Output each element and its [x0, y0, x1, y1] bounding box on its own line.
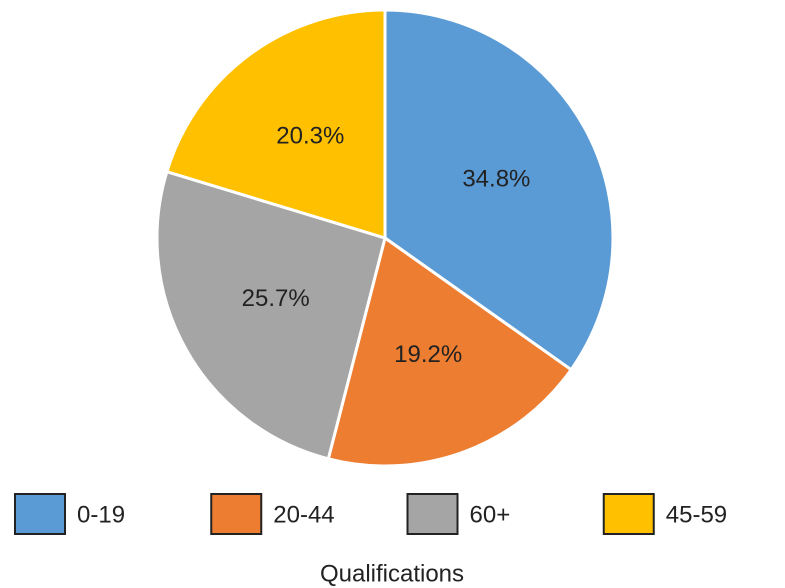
legend-label: 20-44 [273, 501, 334, 528]
legend-swatch [14, 493, 66, 535]
legend-swatch [602, 493, 655, 535]
legend-swatch [406, 493, 459, 535]
pie-slice [164, 8, 387, 241]
legend-label: 60+ [470, 501, 511, 528]
legend-swatch [210, 493, 263, 535]
legend-label: 0-19 [77, 501, 125, 528]
data-label: 19.2% [394, 341, 462, 368]
data-label: 20.3% [276, 123, 344, 150]
chart-title: Qualifications [320, 560, 464, 587]
data-label: 34.8% [462, 166, 530, 193]
pie-slice [155, 169, 387, 461]
pie-slice [326, 235, 574, 468]
legend-label: 45-59 [666, 501, 727, 528]
pie-slice [383, 8, 615, 372]
data-label: 25.7% [242, 285, 310, 312]
